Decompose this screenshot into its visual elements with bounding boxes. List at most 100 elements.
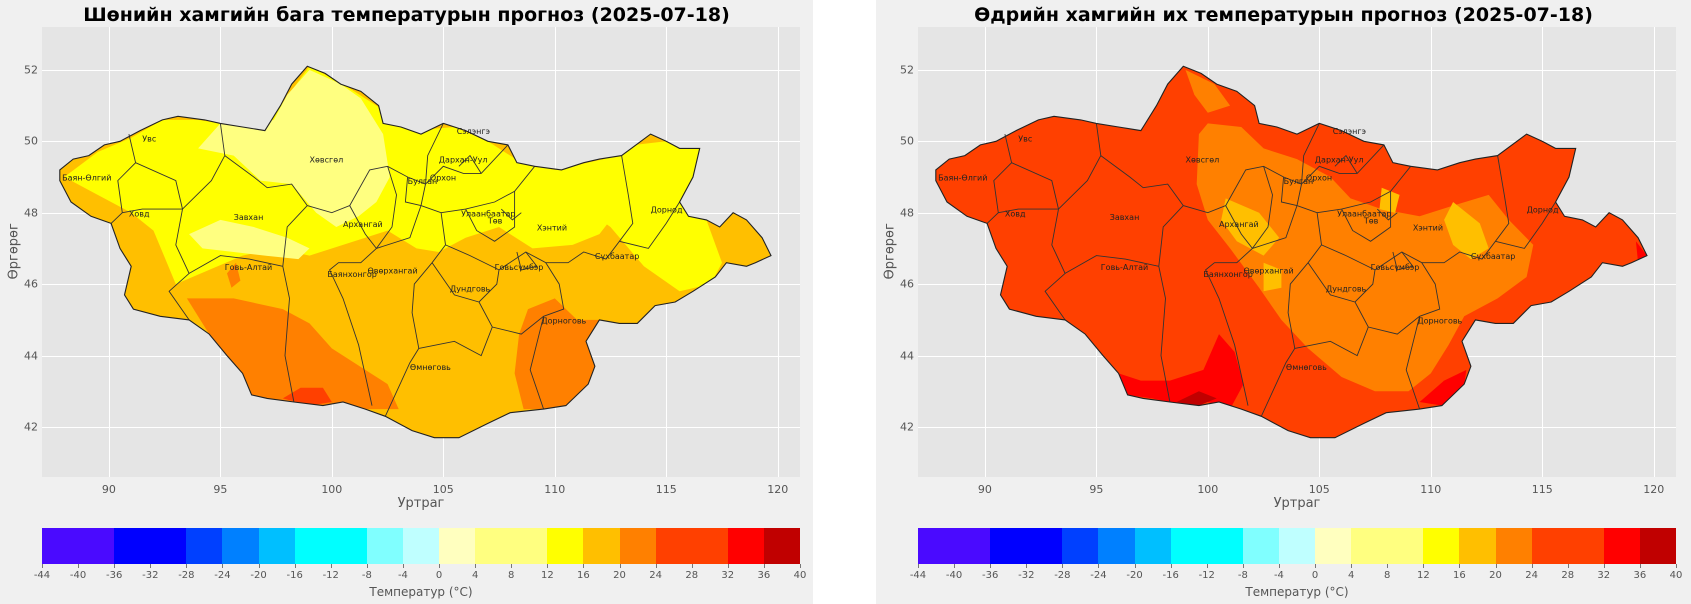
colorbar-tick <box>1278 564 1280 568</box>
colorbar-segment <box>763 528 800 564</box>
province-label: Дундговь <box>1326 284 1367 293</box>
province-border <box>1252 205 1298 249</box>
province-label: Орхон <box>430 174 456 183</box>
province-label: Хэнтий <box>1413 224 1443 233</box>
temperature-band <box>227 262 241 288</box>
colorbar-tick-label: 32 <box>1597 570 1611 581</box>
country-border <box>59 65 772 439</box>
province-label: Улаанбаатар <box>461 209 515 218</box>
night-map-title: Шөнийн хамгийн бага температурын прогноз… <box>83 4 730 26</box>
province-border <box>1100 155 1253 249</box>
x-axis-label: Уртраг <box>397 496 445 511</box>
x-tick-label: 95 <box>1089 483 1104 496</box>
colorbar-segment <box>1603 528 1640 564</box>
colorbar-tick-label: -44 <box>33 570 51 581</box>
country-border <box>935 65 1648 439</box>
temperature-band <box>1221 198 1280 256</box>
province-label: Увс <box>1018 134 1032 143</box>
province-label: Ховд <box>1005 209 1026 218</box>
x-tick-label: 90 <box>101 483 116 496</box>
colorbar-tick-label: -44 <box>909 570 927 581</box>
province-border <box>1294 326 1369 357</box>
province-border <box>516 251 538 271</box>
colorbar-tick-label: -40 <box>69 570 87 581</box>
colorbar-tick <box>1098 564 1100 568</box>
colorbar-segment <box>619 528 656 564</box>
y-tick-label: 48 <box>24 206 38 220</box>
province-border <box>1301 123 1320 185</box>
colorbar-tick <box>1567 564 1569 568</box>
colorbar-segment <box>114 528 187 564</box>
province-label: Өмнөговь <box>1286 363 1327 372</box>
colorbar-tick <box>222 564 224 568</box>
province-border <box>376 205 422 249</box>
province-border <box>1260 184 1322 417</box>
province-border <box>122 208 190 321</box>
colorbar-tick-label: 8 <box>1384 570 1391 581</box>
province-label: Сүхбаатар <box>1471 252 1515 261</box>
day-map-panel: Өдрийн хамгийн их температурын прогноз (… <box>876 0 1691 604</box>
colorbar-tick <box>800 564 801 568</box>
colorbar-tick-label: 40 <box>793 570 807 581</box>
colorbar-tick-label: 8 <box>508 570 515 581</box>
province-label: Дархан-Уул <box>1315 156 1364 165</box>
colorbar-tick <box>1676 564 1677 568</box>
colorbar-tick <box>1315 564 1317 568</box>
colorbar-tick-label: 20 <box>1489 570 1502 581</box>
province-label: Завхан <box>234 213 264 222</box>
province-border <box>986 133 1013 224</box>
colorbar-tick <box>619 564 621 568</box>
colorbar-tick <box>78 564 80 568</box>
province-border <box>425 123 444 185</box>
colorbar-tick <box>439 564 441 568</box>
province-border <box>1158 205 1184 403</box>
colorbar-tick <box>330 564 332 568</box>
colorbar-tick <box>691 564 693 568</box>
colorbar-segment <box>547 528 584 564</box>
colorbar-tick <box>655 564 657 568</box>
temperature-band <box>514 298 600 410</box>
province-label: Увс <box>142 134 156 143</box>
colorbar-tick-label: -16 <box>286 570 303 581</box>
colorbar-segment <box>1098 528 1135 564</box>
colorbar-tick <box>366 564 368 568</box>
colorbar-tick <box>114 564 116 568</box>
y-gridline <box>42 69 800 71</box>
colorbar-tick-label: 36 <box>757 570 771 581</box>
y-gridline <box>918 69 1676 71</box>
province-label: Сэлэнгэ <box>457 127 490 136</box>
y-tick-label: 50 <box>24 134 38 148</box>
colorbar-segment <box>1170 528 1243 564</box>
colorbar-segment <box>439 528 476 564</box>
colorbar-segment <box>727 528 764 564</box>
province-border <box>188 255 283 274</box>
x-tick-label: 100 <box>321 483 343 496</box>
colorbar-segment <box>222 528 259 564</box>
colorbar-tick <box>547 564 549 568</box>
colorbar-tick <box>1639 564 1641 568</box>
colorbar-tick-label: 12 <box>1416 570 1430 581</box>
province-border <box>1321 155 1510 271</box>
colorbar-tick <box>1423 564 1425 568</box>
province-label: Булган <box>1284 177 1314 186</box>
x-gridline <box>108 27 110 477</box>
colorbar-segment <box>258 528 295 564</box>
x-tick-label: 120 <box>1643 483 1665 496</box>
colorbar-tick <box>1134 564 1136 568</box>
temperature-band <box>1196 123 1534 392</box>
colorbar-tick-label: 0 <box>1311 570 1319 581</box>
colorbar-segment <box>1639 528 1676 564</box>
colorbar-tick <box>1206 564 1208 568</box>
temperature-band <box>1176 391 1217 406</box>
colorbar-tick-label: 28 <box>1561 570 1575 581</box>
province-border <box>135 162 183 210</box>
temperature-band <box>189 219 310 260</box>
colorbar-tick <box>1495 564 1497 568</box>
colorbar-segment <box>186 528 223 564</box>
province-label: Төв <box>487 216 503 225</box>
x-tick-label: 115 <box>1531 483 1553 496</box>
x-axis-label: Уртраг <box>1273 496 1321 511</box>
colorbar-tick-label: -12 <box>322 570 339 581</box>
colorbar-tick-label: -28 <box>178 570 195 581</box>
colorbar-segment <box>1423 528 1460 564</box>
